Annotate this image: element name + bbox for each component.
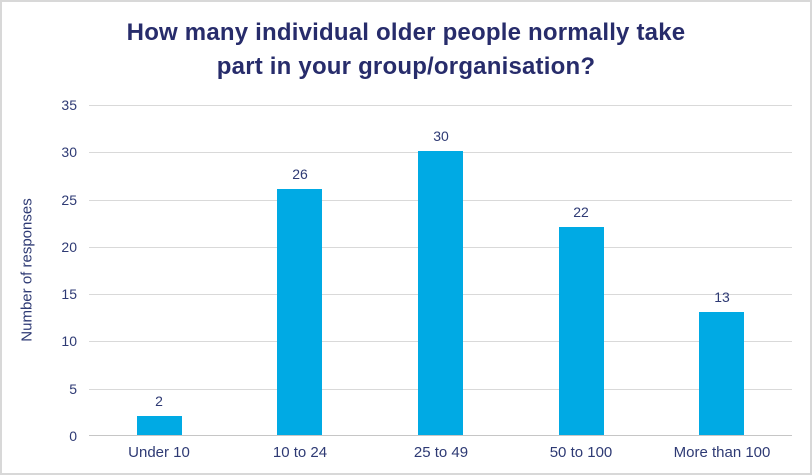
x-axis-label: 10 to 24 bbox=[272, 444, 328, 461]
plot-area: 2 26 30 22 13 bbox=[89, 105, 792, 436]
bar-value-label: 26 bbox=[292, 166, 308, 182]
bar-under-10 bbox=[137, 416, 182, 435]
y-tick-label: 10 bbox=[61, 333, 77, 349]
x-axis-label: More than 100 bbox=[673, 444, 771, 461]
bar-value-label: 13 bbox=[714, 289, 730, 305]
bar-value-label: 22 bbox=[573, 204, 589, 220]
bar-value-label: 30 bbox=[433, 128, 449, 144]
y-tick-label: 20 bbox=[61, 239, 77, 255]
bar-more-than-100 bbox=[699, 312, 744, 435]
y-tick-label: 15 bbox=[61, 286, 77, 302]
bar-value-label: 2 bbox=[155, 393, 163, 409]
gridline bbox=[89, 435, 792, 436]
x-axis-label: Under 10 bbox=[128, 444, 190, 461]
y-axis-title: Number of responses bbox=[18, 198, 36, 342]
gridline bbox=[89, 105, 792, 106]
y-tick-label: 25 bbox=[61, 192, 77, 208]
x-axis-label: 50 to 100 bbox=[549, 444, 613, 461]
y-tick-label: 5 bbox=[69, 381, 77, 397]
chart-title-line2: part in your group/organisation? bbox=[216, 53, 596, 80]
chart-title: How many individual older people normall… bbox=[2, 16, 810, 84]
chart-title-line1: How many individual older people normall… bbox=[126, 19, 686, 46]
y-tick-label: 30 bbox=[61, 144, 77, 160]
bar-10-to-24 bbox=[277, 189, 322, 435]
bar-50-to-100 bbox=[559, 227, 604, 435]
y-tick-label: 0 bbox=[69, 428, 77, 444]
bar-25-to-49 bbox=[418, 151, 463, 435]
x-axis-label: 25 to 49 bbox=[413, 444, 469, 461]
y-tick-label: 35 bbox=[61, 97, 77, 113]
